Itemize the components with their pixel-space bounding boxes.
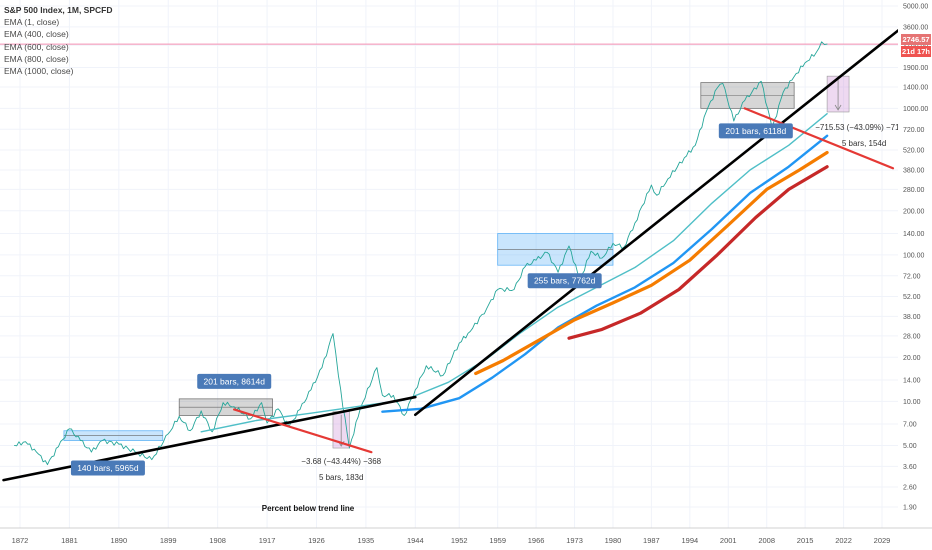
trend-line-2 bbox=[233, 408, 373, 454]
y-tick-label: 1.90 bbox=[903, 505, 917, 512]
legend-item-ema-800[interactable]: EMA (800, close) bbox=[4, 53, 69, 64]
y-tick-label: 2.60 bbox=[903, 485, 917, 492]
measure-bars-text: 5 bars, 183d bbox=[319, 473, 363, 482]
x-tick-label: 1935 bbox=[358, 536, 375, 545]
series-line-2 bbox=[381, 134, 829, 413]
y-tick-label: 200.00 bbox=[903, 208, 925, 215]
series-line-3 bbox=[474, 150, 829, 376]
measure-arrow-head bbox=[834, 104, 842, 111]
y-tick-label: 520.00 bbox=[903, 147, 925, 154]
range-boxes bbox=[63, 75, 850, 449]
trend-line-3 bbox=[743, 107, 895, 170]
legend-item-ema-600[interactable]: EMA (600, close) bbox=[4, 41, 69, 52]
y-axis[interactable]: 5000.003600.002700.001900.001400.001000.… bbox=[898, 0, 932, 528]
x-tick-label: 2015 bbox=[797, 536, 814, 545]
series-line-0 bbox=[14, 41, 828, 466]
legend-item-ema-1[interactable]: EMA (1, close) bbox=[4, 17, 60, 28]
x-tick-label: 1917 bbox=[259, 536, 276, 545]
x-tick-label: 1872 bbox=[12, 536, 29, 545]
x-tick-label: 2029 bbox=[874, 536, 891, 545]
grid bbox=[0, 0, 898, 528]
y-tick-label: 52.00 bbox=[903, 294, 921, 301]
x-tick-label: 2022 bbox=[835, 536, 852, 545]
y-tick-label: 3.60 bbox=[903, 464, 917, 471]
y-tick-label: 380.00 bbox=[903, 167, 925, 174]
y-tick-label: 14.00 bbox=[903, 377, 921, 384]
x-tick-label: 1899 bbox=[160, 536, 177, 545]
legend: S&P 500 Index, 1M, SPCFD EMA (1, close) … bbox=[4, 4, 113, 77]
x-tick-label: 1966 bbox=[528, 536, 545, 545]
series-lines bbox=[14, 41, 829, 466]
legend-item-ema-400[interactable]: EMA (400, close) bbox=[4, 29, 69, 40]
x-tick-label: 1890 bbox=[110, 536, 127, 545]
y-tick-label: 1000.00 bbox=[903, 106, 928, 113]
x-axis[interactable]: 1872 1881 1890 1899 1908 1917 1926 1935 1944 1952… bbox=[0, 527, 932, 550]
range-label-text: 140 bars, 5965d bbox=[77, 463, 139, 473]
x-tick-label: 1881 bbox=[61, 536, 78, 545]
note-text: Percent below trend line bbox=[262, 504, 355, 513]
range-label-badge bbox=[527, 273, 602, 289]
annotation-labels: 140 bars, 5965d 201 bars, 8614d 255 bars, … bbox=[70, 123, 913, 513]
y-tick-label: 100.00 bbox=[903, 252, 925, 259]
y-tick-label: 140.00 bbox=[903, 231, 925, 238]
y-tick-label: 1400.00 bbox=[903, 84, 928, 91]
trend-line-1 bbox=[414, 15, 917, 417]
y-tick-label: 3600.00 bbox=[903, 24, 928, 31]
y-tick-label: 72.00 bbox=[903, 273, 921, 280]
price-tag-value: 2746.57 bbox=[902, 35, 929, 44]
y-tick-label: 7.00 bbox=[903, 422, 917, 429]
y-tick-label: 10.00 bbox=[903, 399, 921, 406]
x-tick-label: 1987 bbox=[643, 536, 660, 545]
x-tick-label: 1973 bbox=[566, 536, 583, 545]
measure-text: −715.53 (−43.09%) −71553 bbox=[815, 123, 913, 132]
measure-bars-text: 5 bars, 154d bbox=[842, 139, 886, 148]
x-tick-label: 2008 bbox=[758, 536, 775, 545]
y-tick-label: 28.00 bbox=[903, 333, 921, 340]
series-line-1 bbox=[200, 113, 828, 433]
range-label-badge bbox=[70, 460, 145, 476]
legend-title: S&P 500 Index, 1M, SPCFD bbox=[4, 5, 113, 15]
y-tick-label: 5.00 bbox=[903, 443, 917, 450]
range-label-text: 255 bars, 7762d bbox=[534, 276, 596, 286]
measure-text: −3.68 (−43.44%) −368 bbox=[301, 457, 381, 466]
legend-item-ema-1000[interactable]: EMA (1000, close) bbox=[4, 66, 74, 77]
range-label-text: 201 bars, 8614d bbox=[203, 376, 265, 386]
x-tick-label: 1980 bbox=[605, 536, 622, 545]
range-label-text: 201 bars, 6118d bbox=[725, 126, 786, 136]
y-tick-label: 1900.00 bbox=[903, 65, 928, 72]
y-tick-label: 38.00 bbox=[903, 314, 921, 321]
x-tick-label: 1952 bbox=[451, 536, 468, 545]
y-tick-label: 720.00 bbox=[903, 127, 925, 134]
x-tick-label: 1908 bbox=[209, 536, 226, 545]
range-label-badge bbox=[718, 123, 793, 139]
y-tick-label: 280.00 bbox=[903, 187, 925, 194]
x-tick-label: 1959 bbox=[489, 536, 506, 545]
range-label-badge bbox=[197, 373, 272, 389]
price-tag: 2746.57 21d 17h bbox=[901, 34, 931, 57]
price-tag-countdown: 21d 17h bbox=[902, 47, 930, 56]
y-tick-label: 20.00 bbox=[903, 355, 921, 362]
x-tick-label: 1926 bbox=[308, 536, 325, 545]
x-tick-label: 1944 bbox=[407, 536, 424, 545]
x-tick-label: 1994 bbox=[681, 536, 698, 545]
x-tick-label: 2001 bbox=[720, 536, 737, 545]
y-tick-label: 5000.00 bbox=[903, 4, 928, 11]
series-line-4 bbox=[567, 165, 829, 340]
